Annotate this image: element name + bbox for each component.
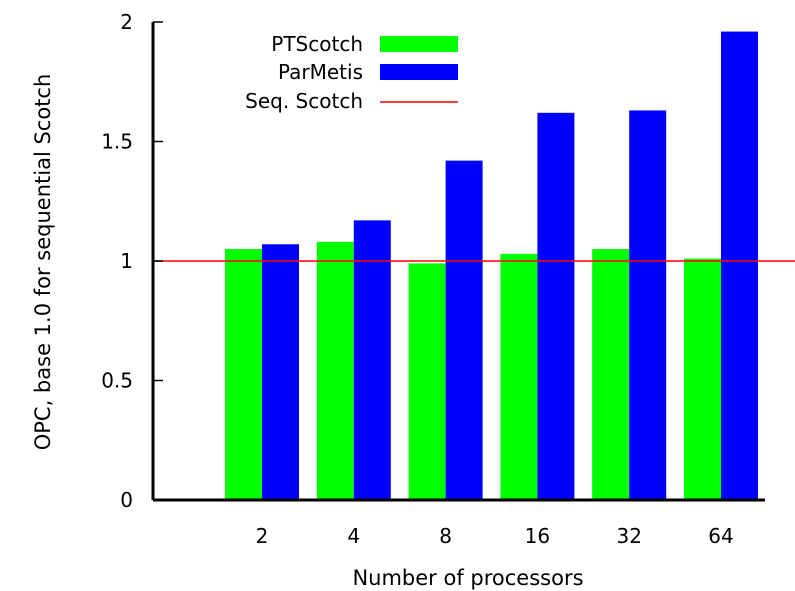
x-tick-label-64: 64 — [708, 524, 733, 548]
y-tick-label-2: 2 — [120, 10, 133, 34]
bar-parmetis-8 — [445, 160, 483, 500]
legend-label-ptscotch: PTScotch — [271, 32, 363, 56]
x-tick-label-8: 8 — [439, 524, 452, 548]
legend: PTScotch ParMetis Seq. Scotch — [245, 32, 458, 113]
y-tick-label-1: 1 — [120, 249, 133, 273]
y-tick-label-0: 0 — [120, 488, 133, 512]
legend-label-parmetis: ParMetis — [278, 60, 363, 84]
bars-group — [225, 31, 758, 501]
x-tick-label-4: 4 — [347, 524, 360, 548]
x-tick-label-2: 2 — [256, 524, 269, 548]
bar-ptscotch-16 — [500, 253, 538, 500]
bar-ptscotch-64 — [684, 258, 721, 500]
x-tick-label-32: 32 — [616, 524, 641, 548]
x-tick-labels: 2 4 8 16 32 64 — [256, 524, 734, 548]
x-tick-label-16: 16 — [525, 524, 550, 548]
y-axis-title: OPC, base 1.0 for sequential Scotch — [31, 74, 55, 451]
legend-swatch-ptscotch — [380, 36, 458, 52]
bar-ptscotch-32 — [592, 249, 630, 500]
bar-parmetis-2 — [262, 244, 299, 500]
bar-parmetis-16 — [537, 112, 575, 500]
bar-ptscotch-4 — [316, 241, 354, 500]
y-tick-label-0.5: 0.5 — [101, 369, 133, 393]
y-tick-labels: 0 0.5 1 1.5 2 — [101, 10, 163, 512]
x-axis-title: Number of processors — [352, 566, 583, 590]
y-tick-label-1.5: 1.5 — [101, 130, 133, 154]
bar-parmetis-64 — [721, 31, 758, 501]
bar-parmetis-4 — [353, 220, 391, 500]
bar-ptscotch-8 — [408, 263, 446, 500]
legend-label-seq-scotch: Seq. Scotch — [245, 89, 363, 113]
bar-parmetis-32 — [629, 110, 667, 501]
legend-swatch-parmetis — [380, 64, 458, 80]
bar-ptscotch-2 — [225, 249, 262, 500]
